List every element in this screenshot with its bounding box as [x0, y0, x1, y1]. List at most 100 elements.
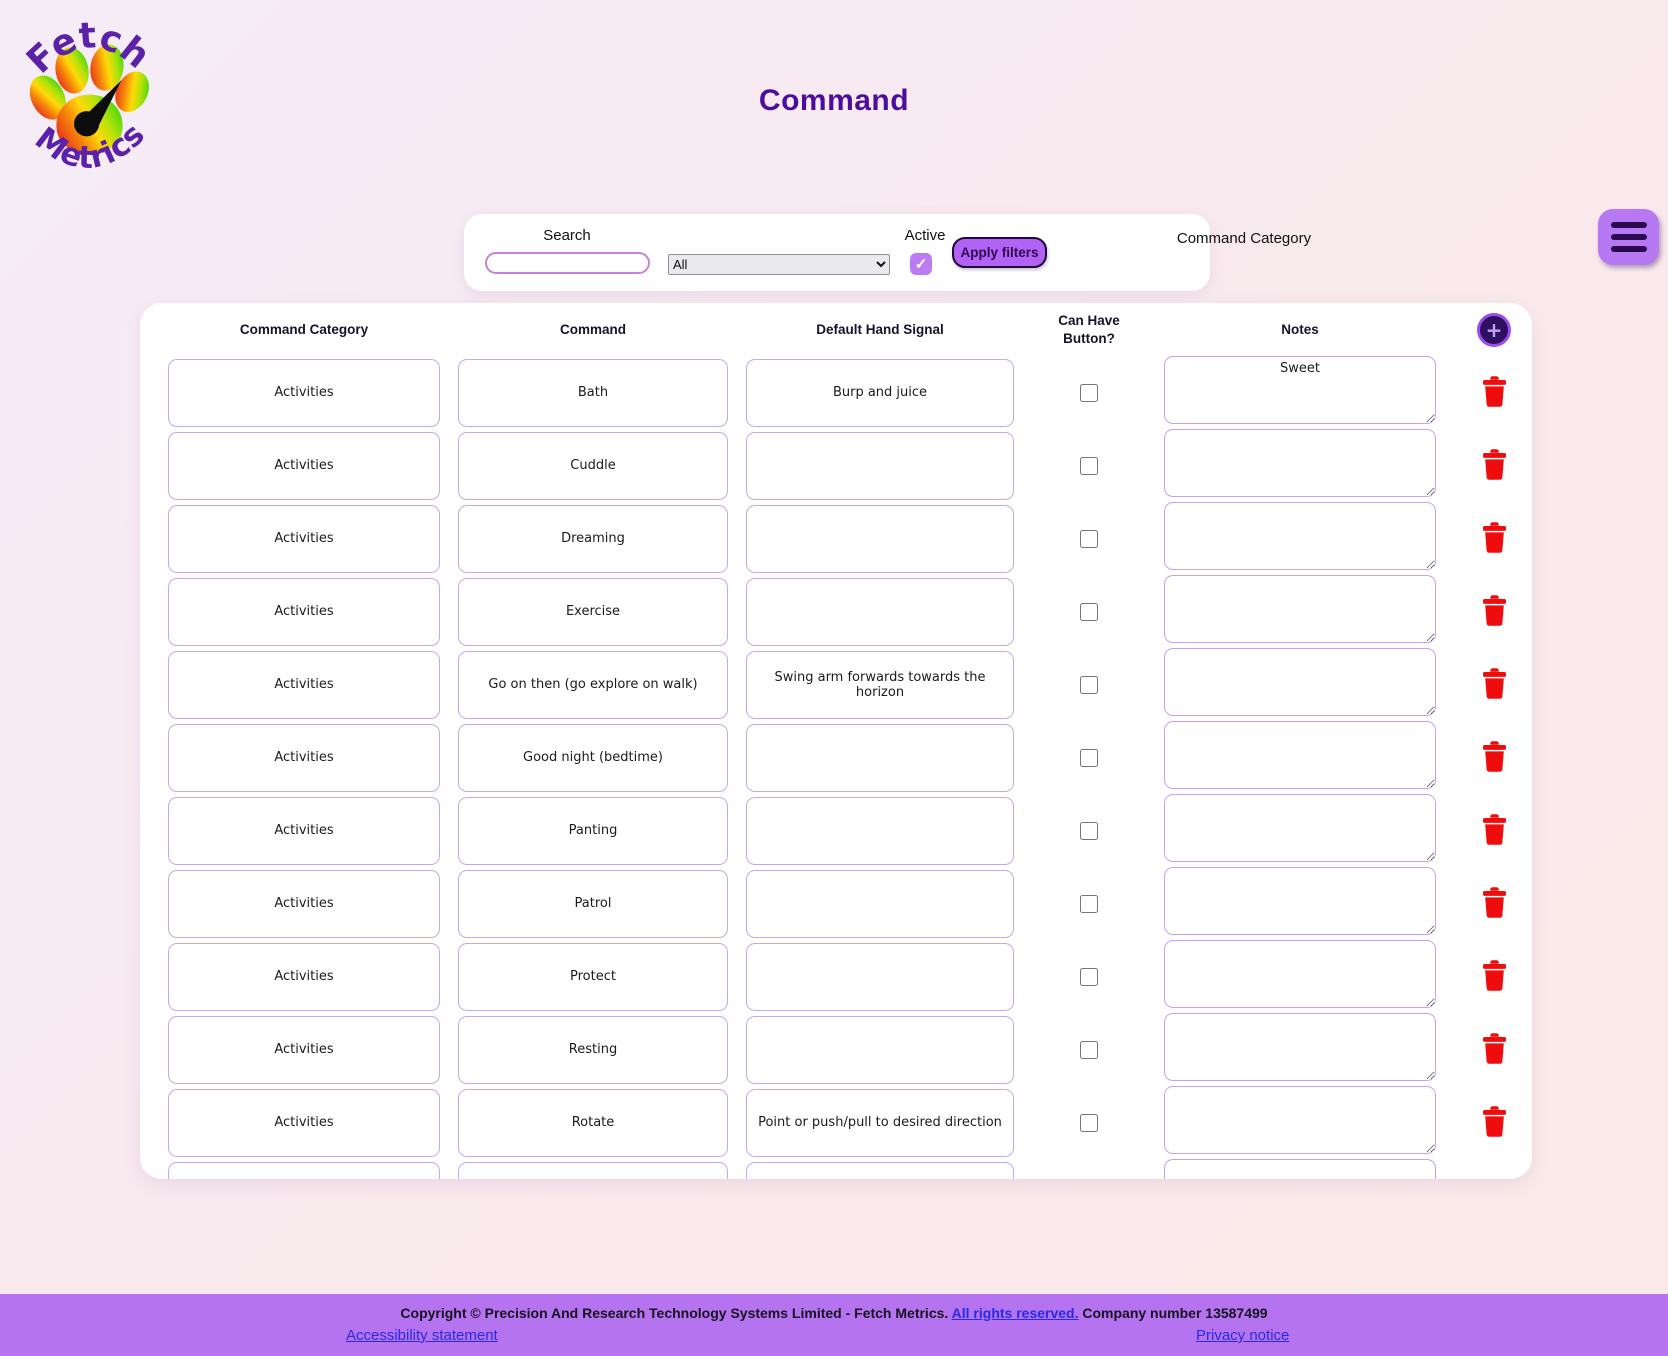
can-have-button-checkbox[interactable]	[1080, 1040, 1098, 1059]
apply-filters-button[interactable]: Apply filters	[952, 237, 1047, 268]
command-cell[interactable]: Cuddle	[458, 431, 728, 500]
can-have-button-checkbox[interactable]	[1080, 967, 1098, 986]
add-row-button[interactable]: +	[1477, 312, 1511, 347]
table-row: Activities Bath Burp and juice	[168, 356, 1532, 427]
delete-row-button[interactable]	[1481, 1032, 1508, 1067]
can-have-button-checkbox[interactable]	[1080, 456, 1098, 475]
can-have-button-checkbox[interactable]	[1080, 383, 1098, 402]
active-checkbox[interactable]: ✓	[910, 253, 932, 275]
command-cell[interactable]: Go on then (go explore on walk)	[458, 650, 728, 719]
hamburger-icon	[1610, 222, 1647, 228]
table-row: Activities Dreaming	[168, 502, 1532, 573]
header-can-have-button: Can Have Button?	[1058, 312, 1120, 346]
command-cell[interactable]: Panting	[458, 796, 728, 865]
search-label: Search	[543, 227, 591, 244]
table-row: Activities Resting	[168, 1013, 1532, 1084]
notes-textarea[interactable]	[1164, 429, 1436, 497]
command-cell[interactable]: Resting	[458, 1015, 728, 1084]
trash-icon	[1482, 521, 1506, 553]
command-category-cell[interactable]	[168, 1161, 440, 1179]
can-have-button-checkbox[interactable]	[1080, 529, 1098, 548]
command-category-cell[interactable]: Activities	[168, 577, 440, 646]
delete-row-button[interactable]	[1481, 448, 1508, 483]
notes-textarea[interactable]	[1164, 502, 1436, 570]
trash-icon	[1482, 740, 1506, 772]
delete-row-button[interactable]	[1481, 959, 1508, 994]
notes-textarea[interactable]	[1164, 1086, 1436, 1154]
notes-textarea[interactable]	[1164, 1013, 1436, 1081]
notes-textarea[interactable]	[1164, 940, 1436, 1008]
delete-row-button[interactable]	[1481, 375, 1508, 410]
command-cell[interactable]: Good night (bedtime)	[458, 723, 728, 792]
command-cell[interactable]	[458, 1161, 728, 1179]
trash-icon	[1482, 1032, 1506, 1064]
notes-textarea[interactable]	[1164, 575, 1436, 643]
command-cell[interactable]: Exercise	[458, 577, 728, 646]
can-have-button-checkbox[interactable]	[1080, 894, 1098, 913]
notes-textarea[interactable]	[1164, 648, 1436, 716]
all-rights-reserved-link[interactable]: All rights reserved.	[951, 1305, 1079, 1321]
table-row: Activities Exercise	[168, 575, 1532, 646]
notes-textarea[interactable]	[1164, 721, 1436, 789]
trash-icon	[1482, 375, 1506, 407]
delete-row-button[interactable]	[1481, 886, 1508, 921]
table-row: Activities Good night (bedtime)	[168, 721, 1532, 792]
command-cell[interactable]: Protect	[458, 942, 728, 1011]
notes-textarea[interactable]	[1164, 1159, 1436, 1179]
command-cell[interactable]: Bath	[458, 358, 728, 427]
hand-signal-cell[interactable]: Point or push/pull to desired direction	[746, 1088, 1014, 1157]
hand-signal-cell[interactable]	[746, 1161, 1014, 1179]
command-category-cell[interactable]: Activities	[168, 869, 440, 938]
can-have-button-checkbox[interactable]	[1080, 748, 1098, 767]
can-have-button-checkbox[interactable]	[1080, 602, 1098, 621]
can-have-button-checkbox[interactable]	[1080, 821, 1098, 840]
table-row: Activities Cuddle	[168, 429, 1532, 500]
notes-textarea[interactable]	[1164, 867, 1436, 935]
delete-row-button[interactable]	[1481, 521, 1508, 556]
command-cell[interactable]: Patrol	[458, 869, 728, 938]
command-cell[interactable]: Dreaming	[458, 504, 728, 573]
paw-print-icon	[29, 44, 149, 153]
can-have-button-checkbox[interactable]	[1080, 675, 1098, 694]
accessibility-statement-link[interactable]: Accessibility statement	[346, 1327, 498, 1344]
hand-signal-cell[interactable]	[746, 431, 1014, 500]
check-icon: ✓	[914, 256, 928, 273]
command-category-cell[interactable]: Activities	[168, 1088, 440, 1157]
search-input[interactable]	[485, 252, 650, 274]
hand-signal-cell[interactable]: Swing arm forwards towards the horizon	[746, 650, 1014, 719]
command-category-cell[interactable]: Activities	[168, 650, 440, 719]
notes-textarea[interactable]	[1164, 794, 1436, 862]
delete-row-button[interactable]	[1481, 594, 1508, 629]
command-cell[interactable]: Rotate	[458, 1088, 728, 1157]
menu-button[interactable]	[1598, 209, 1659, 265]
hand-signal-cell[interactable]	[746, 577, 1014, 646]
delete-row-button[interactable]	[1481, 740, 1508, 775]
command-category-select[interactable]: All	[668, 254, 890, 275]
hand-signal-cell[interactable]: Burp and juice	[746, 358, 1014, 427]
delete-row-button[interactable]	[1481, 667, 1508, 702]
filter-bar: Search Command Category All Active ✓ App…	[464, 214, 1311, 291]
privacy-notice-link[interactable]: Privacy notice	[1196, 1327, 1290, 1344]
delete-row-button[interactable]	[1481, 1105, 1508, 1140]
command-category-cell[interactable]: Activities	[168, 431, 440, 500]
hand-signal-cell[interactable]	[746, 796, 1014, 865]
notes-textarea[interactable]	[1164, 356, 1436, 424]
hand-signal-cell[interactable]	[746, 942, 1014, 1011]
command-category-cell[interactable]: Activities	[168, 723, 440, 792]
can-have-button-checkbox[interactable]	[1080, 1113, 1098, 1132]
hand-signal-cell[interactable]	[746, 723, 1014, 792]
command-category-cell[interactable]: Activities	[168, 796, 440, 865]
table-row: Activities Go on then (go explore on wal…	[168, 648, 1532, 719]
delete-row-button[interactable]	[1481, 1178, 1508, 1179]
command-category-cell[interactable]: Activities	[168, 358, 440, 427]
delete-row-button[interactable]	[1481, 813, 1508, 848]
command-category-cell[interactable]: Activities	[168, 942, 440, 1011]
header-command-category: Command Category	[239, 321, 369, 337]
page-title: Command	[758, 84, 910, 117]
hand-signal-cell[interactable]	[746, 504, 1014, 573]
hand-signal-cell[interactable]	[746, 1015, 1014, 1084]
command-category-cell[interactable]: Activities	[168, 504, 440, 573]
footer: Copyright © Precision And Research Techn…	[0, 1294, 1668, 1356]
hand-signal-cell[interactable]	[746, 869, 1014, 938]
command-category-cell[interactable]: Activities	[168, 1015, 440, 1084]
